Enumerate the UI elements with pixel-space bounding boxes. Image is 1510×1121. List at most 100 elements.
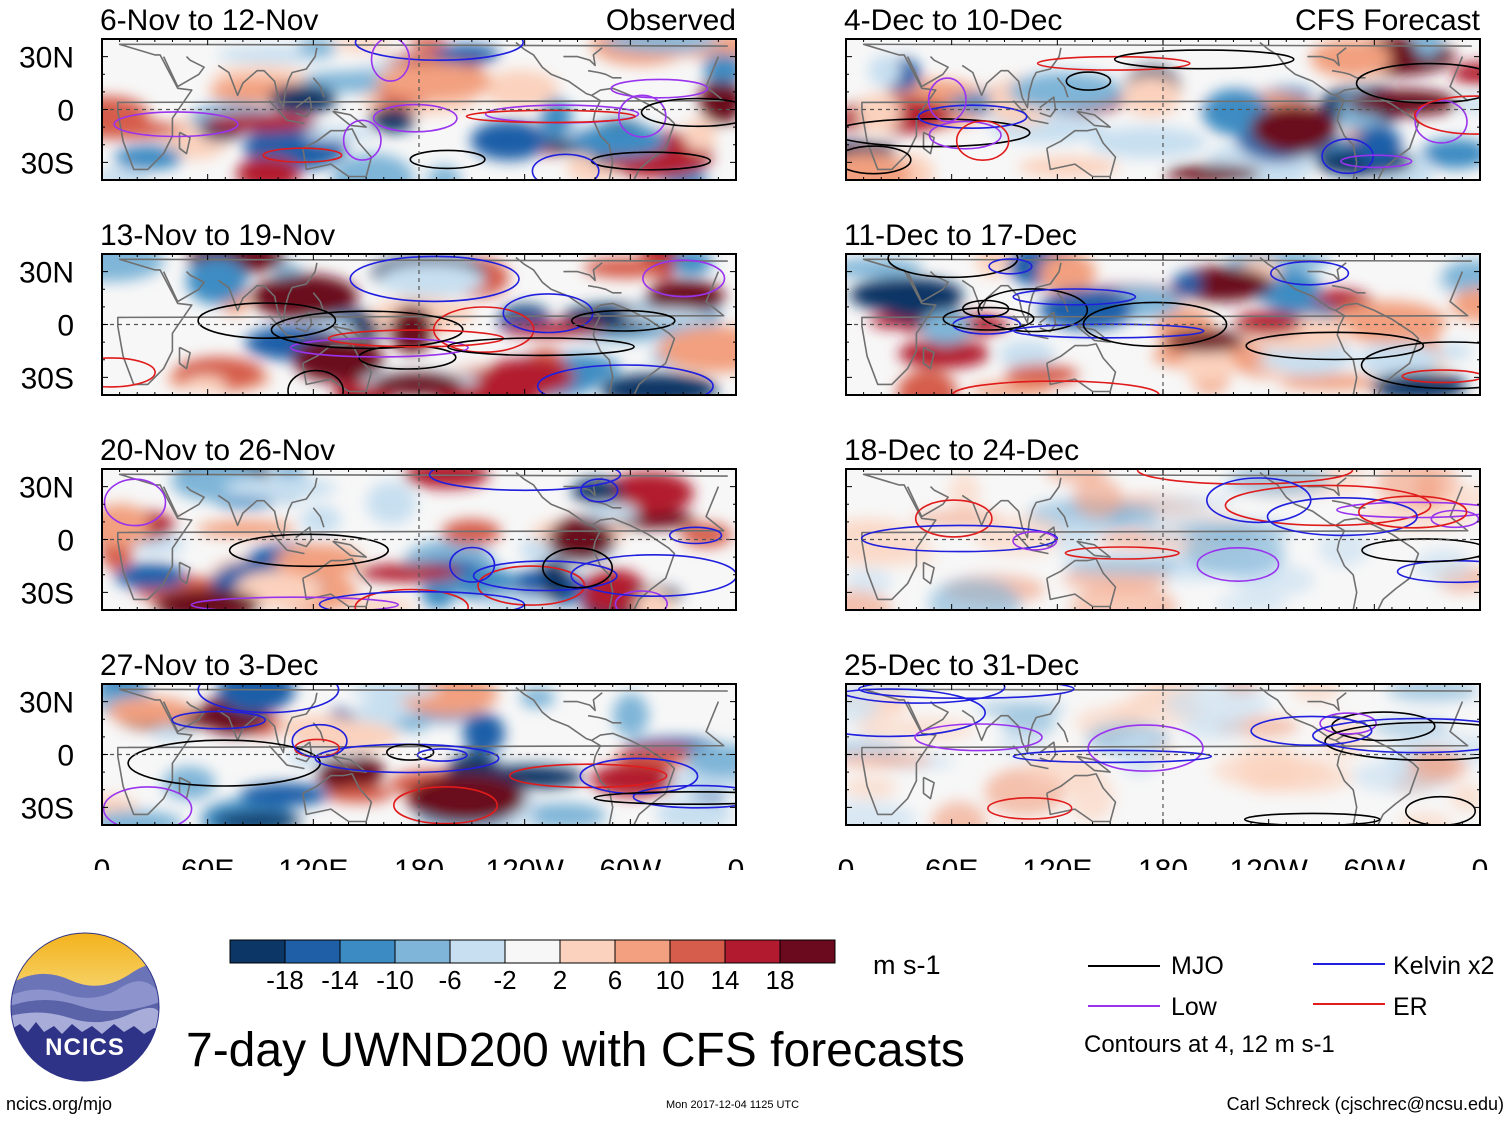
panel-period-label: 11-Dec to 17-Dec [844,219,1077,252]
coastlines [117,41,729,180]
panel-period-label: 4-Dec to 10-Dec [844,4,1062,37]
x-tick-label: 120E [1022,854,1092,870]
colorbar-tick-label: -6 [438,965,461,995]
x-tick-labels-observed: 0 60E 120E 180 120W 60W 0 [94,854,745,870]
colorbar: -18 -14 -10 -6 -2 2 6 10 14 18 [229,939,836,995]
y-tick-label: 30N [19,687,74,720]
map-panel: 18-Dec to 24-Dec [844,434,1481,611]
colorbar-box [394,939,451,964]
coastlines [861,686,1472,825]
legend-label-kelvin: Kelvin x2 [1393,952,1494,980]
wave-contours [887,254,1480,395]
author: Carl Schreck (cjschrec@ncsu.edu) [1226,1094,1504,1114]
timestamp: Mon 2017-12-04 1125 UTC [666,1099,800,1111]
colorbar-box [339,939,396,964]
y-tick-label: 30N [19,257,74,290]
wave-contours [113,39,736,180]
y-tick-label: 30N [19,472,74,505]
ncics-logo: NCICS [10,932,160,1082]
panel-ticks [845,253,1481,396]
y-tick-label: 30S [21,147,74,180]
legend-label-low: Low [1171,993,1218,1021]
panel-period-label: 13-Nov to 19-Nov [100,219,335,252]
colorbar-tick-label: 6 [608,965,622,995]
y-tick-label: 0 [57,310,74,343]
colorbar-box [504,939,561,964]
y-tick-label: 0 [57,740,74,773]
contour-note: Contours at 4, 12 m s-1 [1084,1031,1335,1058]
y-tick-label: 30S [21,362,74,395]
panel-ticks [101,683,737,826]
website: ncics.org/mjo [6,1094,113,1114]
panel-ticks [101,468,737,611]
map-panel: 27-Nov to 3-Dec 30N 0 30S [19,649,737,826]
panel-period-label: 27-Nov to 3-Dec [100,649,318,682]
x-tick-label: 60W [1343,854,1405,870]
colorbar-box [724,939,781,964]
legend-label-mjo: MJO [1171,952,1224,980]
colorbar-tick-label: 2 [553,965,567,995]
x-tick-label: 120W [1229,854,1308,870]
panel-period-label: 25-Dec to 31-Dec [844,649,1079,682]
wave-contours [103,469,736,610]
x-tick-label: 60E [181,854,234,870]
figure-title: 7-day UWND200 with CFS forecasts [186,1024,965,1077]
colorbar-box [229,939,286,964]
y-tick-label: 0 [57,95,74,128]
wave-contours [846,49,1480,175]
colorbar-tick-label: 14 [711,965,740,995]
panel-ticks [845,683,1481,826]
wave-contours [102,255,726,395]
colorbar-tick-label: 18 [766,965,795,995]
coastlines [117,471,729,610]
map-panel: 11-Dec to 17-Dec [844,219,1481,396]
panel-period-label: 6-Nov to 12-Nov [100,4,318,37]
panel-ticks [101,253,737,396]
x-tick-label: 0 [94,854,111,870]
colorbar-tick-label: -2 [493,965,516,995]
legend-label-er: ER [1393,993,1428,1021]
x-tick-label: 120W [485,854,564,870]
wave-contours [102,684,736,825]
panel-ticks [101,38,737,181]
y-tick-label: 30S [21,577,74,610]
map-panel: 25-Dec to 31-Dec [844,649,1481,826]
colorbar-tick-label: -18 [266,965,304,995]
map-panel: 6-Nov to 12-Nov Observed 30N 0 30S [19,4,737,181]
colorbar-box [779,939,836,964]
wind-anomaly-field [102,39,736,180]
colorbar-tick-label: 10 [656,965,685,995]
map-panel: 4-Dec to 10-Dec CFS Forecast [844,4,1481,181]
x-tick-label: 60E [925,854,978,870]
legend: MJO Kelvin x2 Low ER [1085,948,1510,1068]
x-tick-label: 120E [278,854,348,870]
colorbar-tick-label: -10 [376,965,414,995]
forecast-label: CFS Forecast [1295,4,1481,37]
x-tick-label: 180 [1138,854,1188,870]
y-tick-label: 0 [57,525,74,558]
map-panel: 20-Nov to 26-Nov 30N 0 30S [19,434,737,611]
x-tick-labels-forecast: 0 60E 120E 180 120W 60W 0 [838,854,1489,870]
colorbar-box [559,939,616,964]
map-panel: 13-Nov to 19-Nov 30N 0 30S [19,219,737,396]
colorbar-box [284,939,341,964]
y-tick-label: 30N [19,42,74,75]
colorbar-tick-label: -14 [321,965,359,995]
wind-anomaly-field [846,39,1480,180]
x-tick-label: 0 [838,854,855,870]
x-tick-label: 60W [599,854,661,870]
y-tick-label: 30S [21,792,74,825]
colorbar-box [614,939,671,964]
panel-ticks [845,38,1481,181]
x-tick-label: 0 [728,854,745,870]
x-tick-label: 0 [1472,854,1489,870]
colorbar-units: m s-1 [873,950,941,980]
colorbar-box [449,939,506,964]
panel-ticks [845,468,1481,611]
panel-period-label: 18-Dec to 24-Dec [844,434,1079,467]
x-tick-label: 180 [394,854,444,870]
wave-contours [860,469,1480,584]
colorbar-box [669,939,726,964]
panel-period-label: 20-Nov to 26-Nov [100,434,335,467]
